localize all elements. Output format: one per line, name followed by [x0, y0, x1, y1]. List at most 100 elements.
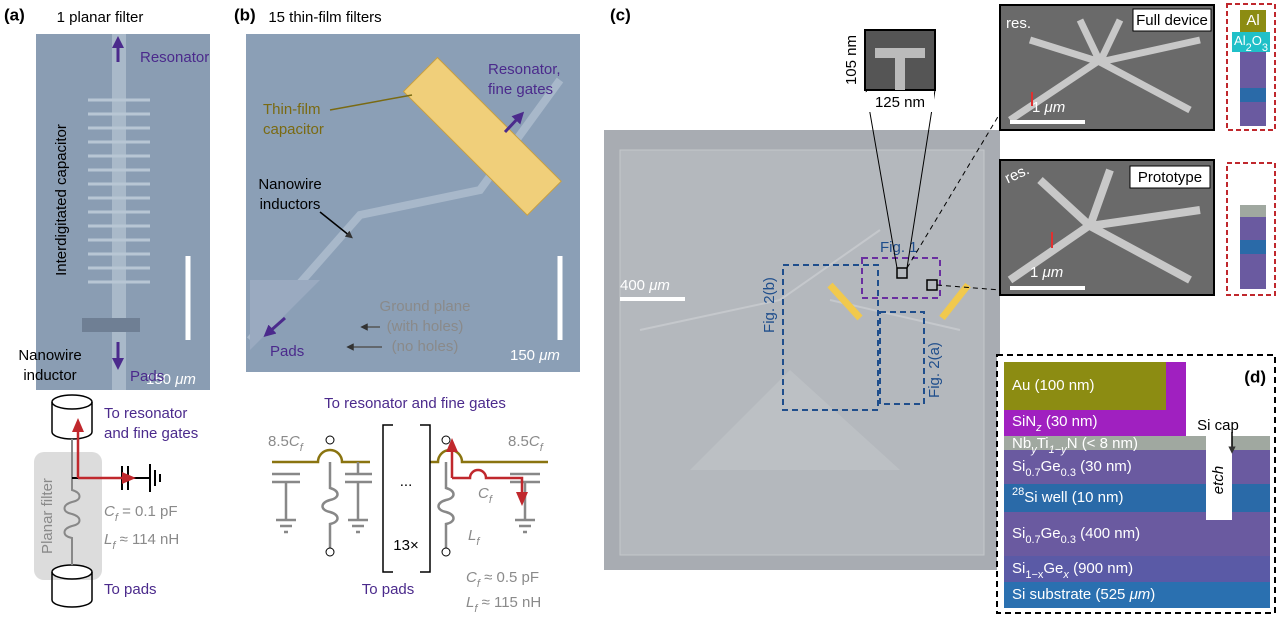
text-run: Si	[1012, 458, 1025, 475]
text-run: Ti	[1037, 435, 1049, 452]
label: 13×	[393, 537, 418, 554]
text-run: ≈ 115 nH	[477, 594, 541, 611]
label: Resonator,	[488, 61, 561, 78]
text-run: 8.5	[268, 433, 289, 450]
text-run: SiN	[1012, 413, 1036, 430]
text-run: ≈ 114 nH	[115, 531, 179, 548]
text-run: μm	[1129, 586, 1151, 603]
label: 8.5Cf	[508, 433, 544, 454]
text-run: L	[466, 594, 474, 611]
label: Prototype	[1138, 169, 1202, 186]
text-run: 1−x	[1025, 569, 1044, 581]
text-run: (400 nm)	[1076, 525, 1140, 542]
label: Cf	[478, 485, 493, 506]
text-run: 3	[1262, 42, 1268, 54]
box-label: Planar filter	[39, 478, 56, 554]
layer-label: 28Si well (10 nm)	[1012, 486, 1123, 506]
layer	[1240, 240, 1266, 254]
panel-label: (c)	[610, 5, 631, 24]
label: Full device	[1136, 12, 1208, 29]
label: Lf ≈ 115 nH	[466, 594, 541, 615]
label: Cf ≈ 0.5 pF	[466, 569, 539, 590]
text-run: μm	[174, 371, 196, 388]
label: 105 nm	[843, 35, 860, 85]
text-run: )	[1150, 586, 1155, 603]
text-run: (900 nm)	[1069, 560, 1133, 577]
text-run: N (< 8 nm)	[1067, 435, 1138, 452]
panel-label: (b)	[234, 5, 256, 24]
text-run: (30 nm)	[1042, 413, 1098, 430]
figure: (a) 1 planar filter Resonator Interdigit…	[0, 0, 1281, 618]
label: ...	[400, 473, 413, 490]
label: res.	[1006, 15, 1031, 32]
text-run: C	[104, 503, 115, 520]
label: Fig. 2(b)	[761, 277, 778, 333]
text-run: f	[476, 536, 480, 548]
text-run: Si	[1012, 525, 1025, 542]
panel-label: (d)	[1244, 367, 1266, 386]
label: Lf ≈ 114 nH	[104, 531, 179, 552]
label: capacitor	[263, 121, 324, 138]
label: Nanowire	[18, 347, 81, 364]
text-run: 0.7	[1025, 467, 1040, 479]
terminal	[326, 436, 334, 444]
label: Thin-film	[263, 101, 321, 118]
label: To pads	[104, 581, 157, 598]
label: Nanowire	[258, 176, 321, 193]
label: 8.5Cf	[268, 433, 304, 454]
text-run: f	[300, 442, 304, 454]
text-run: μm	[1044, 99, 1066, 116]
text-run: μm	[1042, 264, 1064, 281]
text-run: 0.7	[1025, 534, 1040, 546]
text-run: C	[529, 433, 540, 450]
scale-label: 150 μm	[510, 347, 560, 364]
panel-label: (a)	[4, 5, 25, 24]
text-run: C	[289, 433, 300, 450]
text-run: 28	[1012, 486, 1024, 498]
text-run: (30 nm)	[1076, 458, 1132, 475]
text-run: f	[540, 442, 544, 454]
terminal	[442, 548, 450, 556]
label: (no holes)	[392, 338, 459, 355]
scale-label: 1 μm	[1032, 99, 1065, 116]
panel-title: 15 thin-film filters	[268, 9, 381, 26]
text-run: O	[1252, 33, 1262, 48]
label: Si cap	[1197, 417, 1239, 434]
arrowhead	[72, 418, 84, 432]
label: Fig. 2(a)	[926, 342, 943, 398]
text-run: Al	[1234, 33, 1246, 48]
text-run: Si substrate (525	[1012, 586, 1130, 603]
text-run: μm	[538, 347, 560, 364]
nanowire	[82, 318, 140, 332]
label: (with holes)	[387, 318, 464, 335]
label: Pads	[270, 343, 304, 360]
label: inductor	[23, 367, 76, 384]
text-run: 150	[510, 347, 539, 364]
label: fine gates	[488, 81, 553, 98]
text-run: C	[478, 485, 489, 502]
label: 125 nm	[875, 94, 925, 111]
label: inductors	[260, 196, 321, 213]
text-run: Ge	[1041, 458, 1061, 475]
text-run: 400	[620, 277, 649, 294]
label: Resonator	[140, 49, 209, 66]
text-run: L	[468, 527, 476, 544]
text-run: C	[466, 569, 477, 586]
label: Ground plane	[380, 298, 471, 315]
text-run: Ge	[1041, 525, 1061, 542]
text-run: 0.3	[1061, 467, 1076, 479]
panel-title: 1 planar filter	[57, 9, 144, 26]
layer	[1240, 88, 1266, 102]
text-run: Nb	[1012, 435, 1031, 452]
label: Lf	[468, 527, 480, 548]
label: Pads	[130, 368, 164, 385]
text-run: ≈ 0.5 pF	[480, 569, 539, 586]
layer-label: Si substrate (525 μm)	[1012, 586, 1155, 603]
text-run: 1−y	[1049, 444, 1069, 456]
label: Fig. 1	[880, 239, 918, 256]
label: To resonator and fine gates	[324, 395, 506, 412]
layer	[1240, 205, 1266, 217]
scale-label: 1 μm	[1030, 264, 1063, 281]
text-run: 1	[1032, 99, 1045, 116]
label: To resonator	[104, 405, 187, 422]
